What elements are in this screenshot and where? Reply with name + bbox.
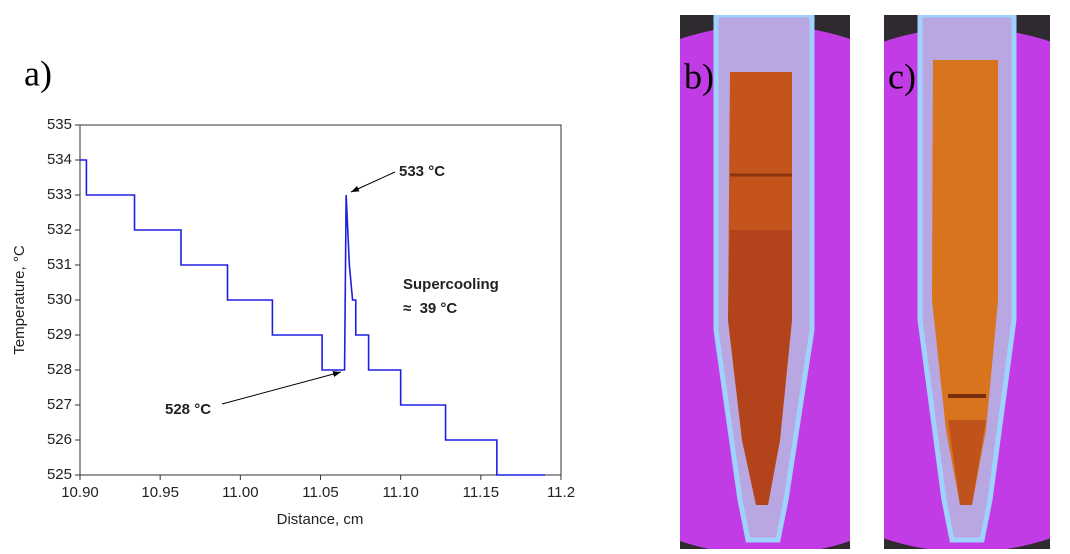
- panel-label: c): [888, 56, 916, 96]
- annotation-arrow: [350, 171, 396, 193]
- panel-label: b): [684, 56, 714, 96]
- x-tick-label: 11.2: [547, 484, 575, 501]
- x-tick-label: 10.95: [141, 484, 179, 501]
- data-line: [80, 159, 545, 476]
- annotation: 533 °C: [399, 163, 445, 180]
- y-tick-label: 532: [47, 221, 72, 238]
- x-tick-label: 11.10: [382, 484, 418, 501]
- panel-label: a): [24, 53, 52, 93]
- annotation-arrow: [221, 371, 342, 405]
- y-tick-label: 533: [47, 186, 72, 203]
- annotation: 528 °C: [165, 401, 211, 418]
- y-tick-label: 529: [47, 326, 72, 343]
- y-tick-label: 527: [47, 396, 72, 413]
- y-tick-label: 525: [47, 466, 72, 483]
- y-tick-label: 528: [47, 361, 72, 378]
- photo-c: [884, 15, 1050, 549]
- x-axis-title: Distance, cm: [277, 511, 364, 528]
- chart: Distance, cm Temperature, °C 533 °C 528 …: [11, 116, 575, 528]
- plot-frame: [79, 124, 562, 476]
- y-tick-label: 534: [47, 151, 72, 168]
- y-tick-label: 530: [47, 291, 72, 308]
- y-tick-label: 531: [47, 256, 72, 273]
- annotation: Supercooling: [403, 276, 499, 293]
- x-tick-label: 10.90: [61, 484, 99, 501]
- x-tick-label: 11.00: [222, 484, 258, 501]
- y-tick-label: 535: [47, 116, 72, 133]
- annotation: ≈ 39 °C: [403, 300, 457, 317]
- photo-b: [680, 15, 850, 549]
- y-axis-title: Temperature, °C: [11, 245, 28, 355]
- x-tick-label: 11.15: [463, 484, 499, 501]
- x-tick-label: 11.05: [302, 484, 338, 501]
- y-tick-label: 526: [47, 431, 72, 448]
